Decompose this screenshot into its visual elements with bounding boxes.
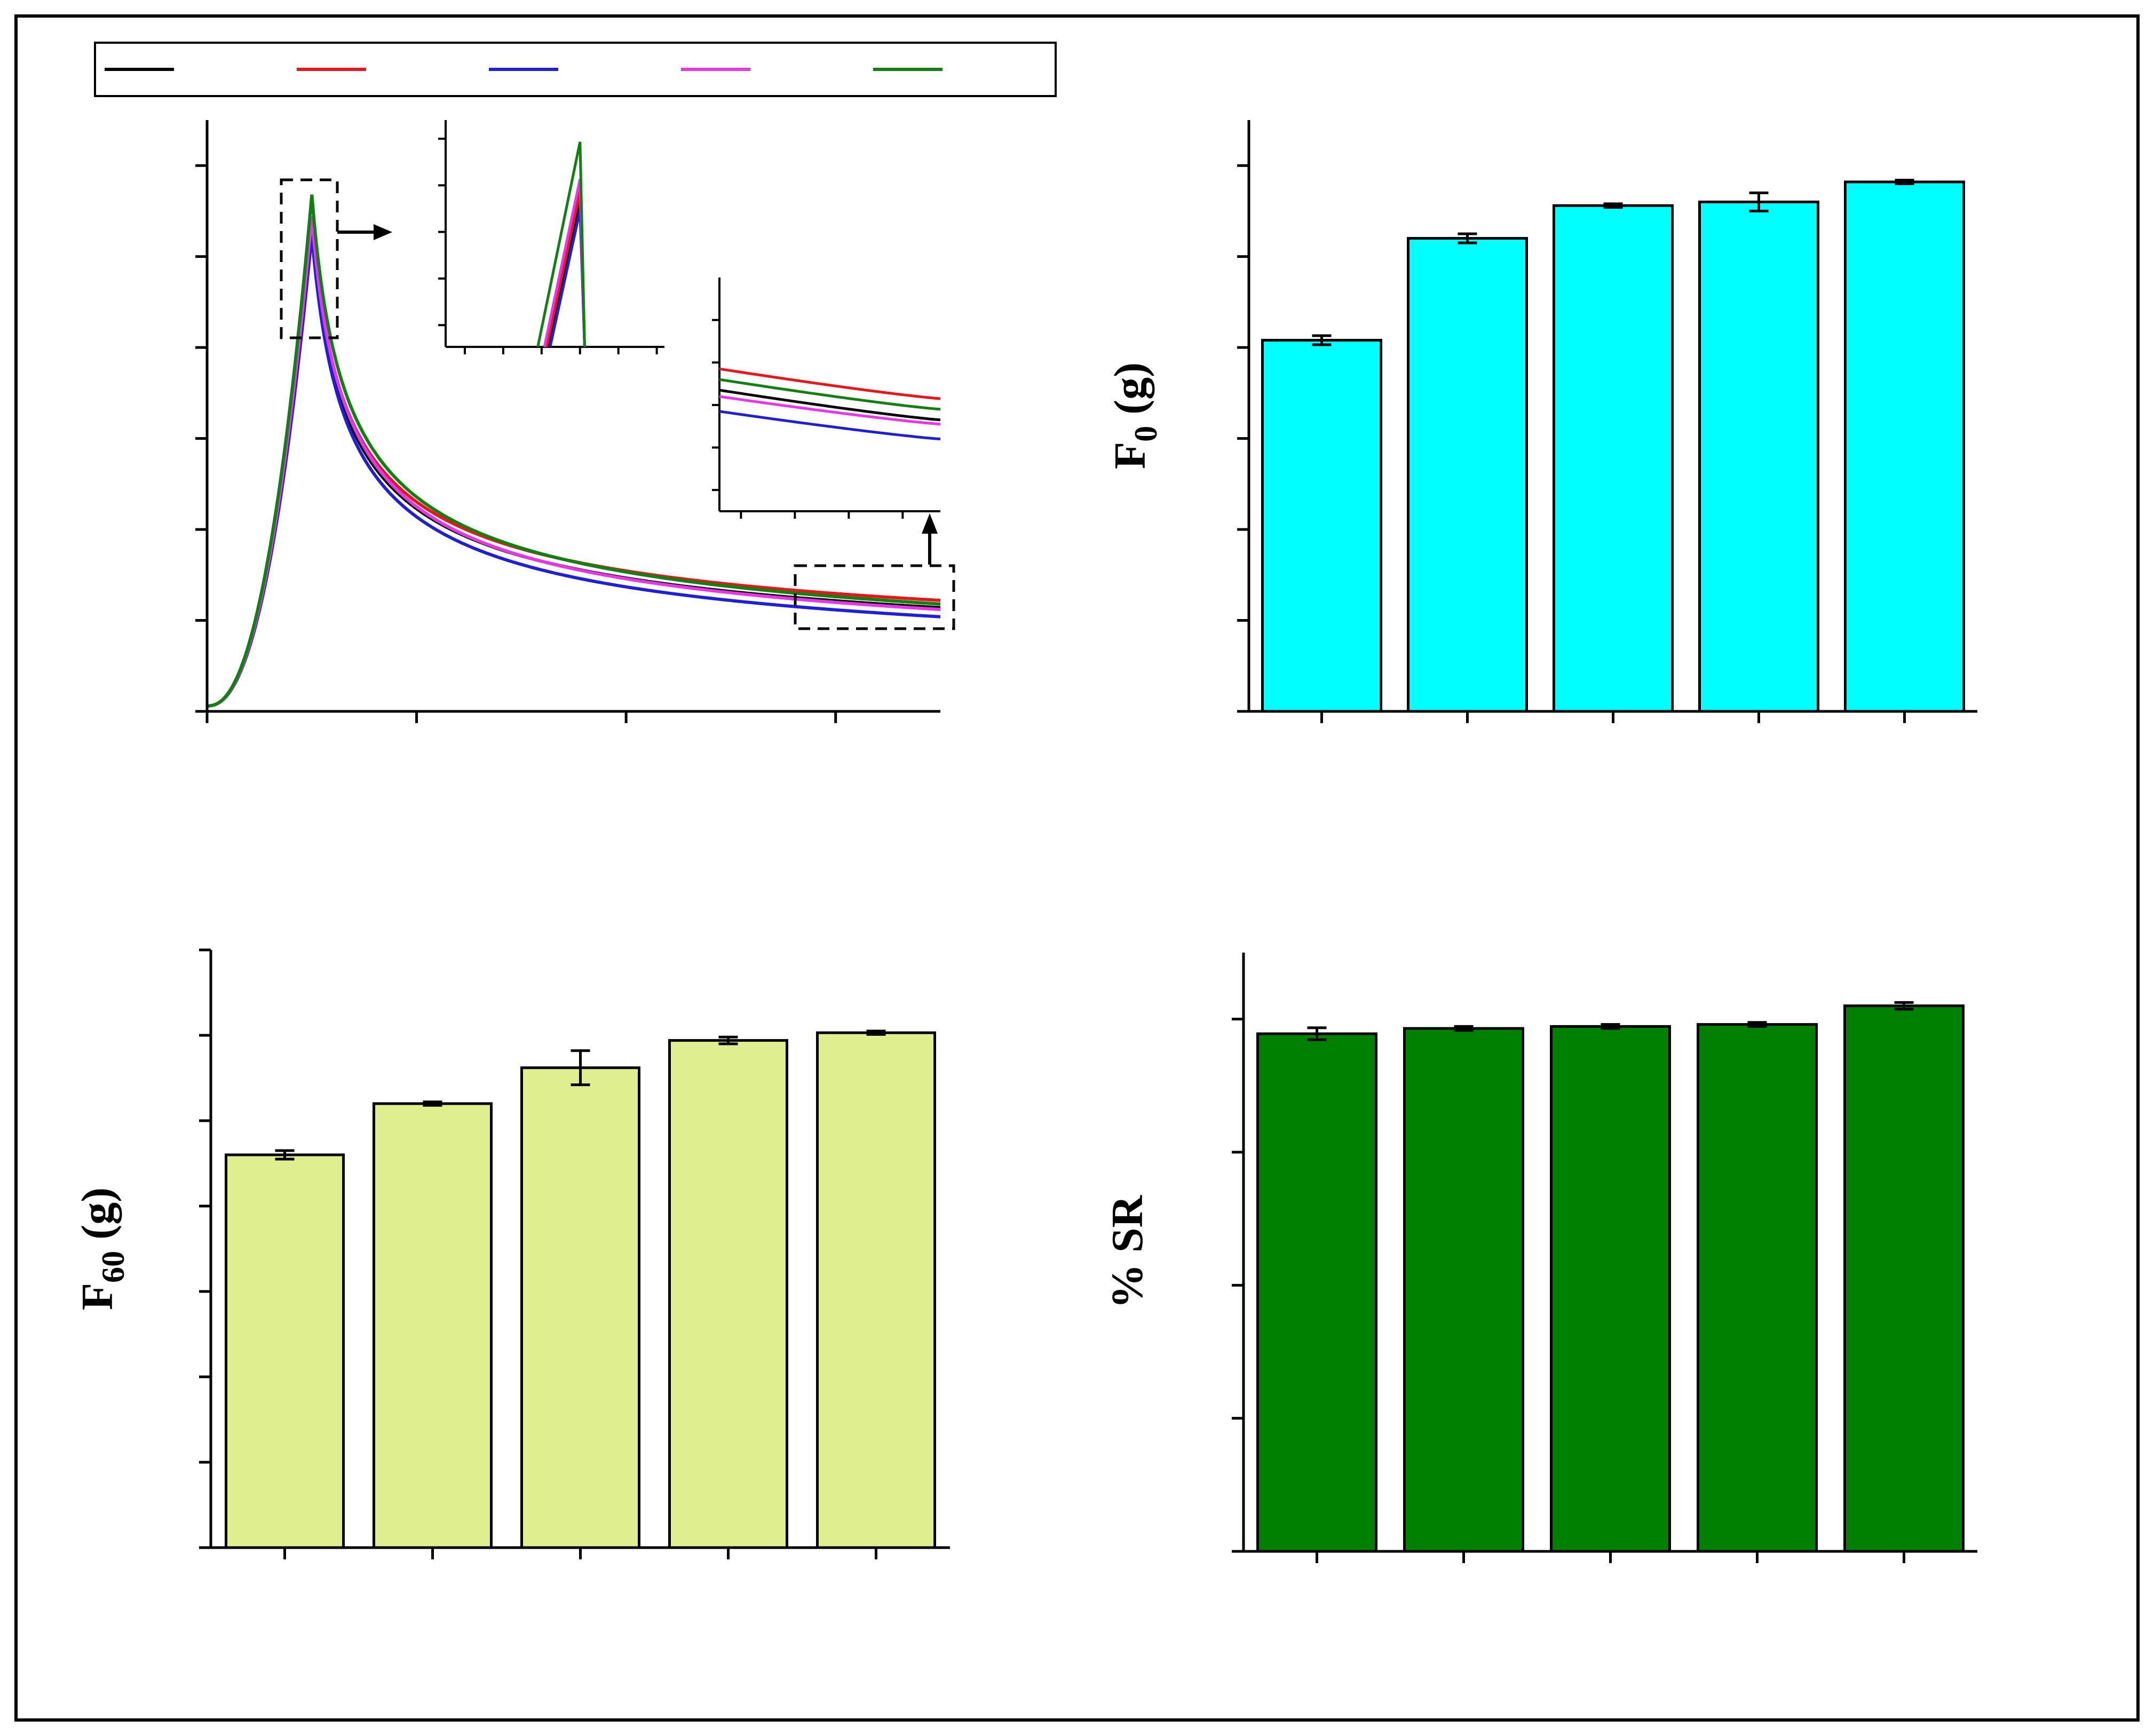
panel-b: F0 (g) [1105, 120, 1977, 723]
inset-tail-line-d-50 [719, 410, 941, 441]
bar-d-50 [1550, 1025, 1671, 1553]
bar-d-25 [1403, 1027, 1524, 1553]
bar-d-25 [1407, 237, 1528, 713]
zoom-arrowhead-peak [374, 224, 392, 240]
series-line-d-75 [207, 216, 941, 708]
bar-d-0 [1256, 1032, 1377, 1553]
y-label-subscript: 0 [1128, 426, 1163, 442]
inset-tail-line-d-100 [719, 378, 941, 411]
inset-tail-line-d-0 [719, 389, 941, 422]
bar-d-100 [816, 1031, 936, 1549]
panel-d: % SR [1103, 953, 1977, 1563]
inset-peak-line-d-100 [536, 141, 586, 347]
inset-tail-line-d-75 [719, 395, 941, 426]
y-axis-label: % SR [1103, 1194, 1152, 1309]
bar-d-75 [668, 1039, 788, 1549]
bar-d-100 [1843, 1004, 1965, 1553]
figure-border [14, 14, 2140, 1722]
panel-c: F60 (g) [73, 948, 950, 1559]
y-axis-label: F0 (g) [1105, 362, 1163, 469]
inset-peak-line-d-50 [549, 210, 586, 347]
series-line-d-100 [207, 194, 941, 708]
series-line-d-0 [207, 229, 941, 708]
y-axis-label: F60 (g) [73, 1187, 131, 1310]
bar-d-100 [1844, 180, 1965, 713]
y-label-subscript: 60 [96, 1251, 131, 1283]
bar-d-25 [373, 1102, 493, 1549]
bar-d-0 [225, 1153, 345, 1549]
y-label-main: F [1105, 442, 1155, 469]
bar-d-75 [1698, 200, 1819, 713]
zoom-arrowhead-tail [922, 513, 938, 534]
series-line-d-50 [207, 234, 941, 708]
bar-d-0 [1261, 339, 1382, 713]
y-label-main: F [73, 1283, 122, 1310]
zoom-box-peak [280, 178, 339, 339]
y-label-unit: (g) [73, 1187, 122, 1251]
zoom-box-tail [794, 564, 955, 630]
bar-d-50 [520, 1066, 640, 1549]
y-label-unit: (g) [1105, 362, 1155, 426]
bar-d-75 [1697, 1023, 1818, 1553]
bar-d-50 [1553, 204, 1674, 713]
inset-tail-line-d-25 [719, 367, 941, 400]
panel-a [94, 42, 1057, 723]
